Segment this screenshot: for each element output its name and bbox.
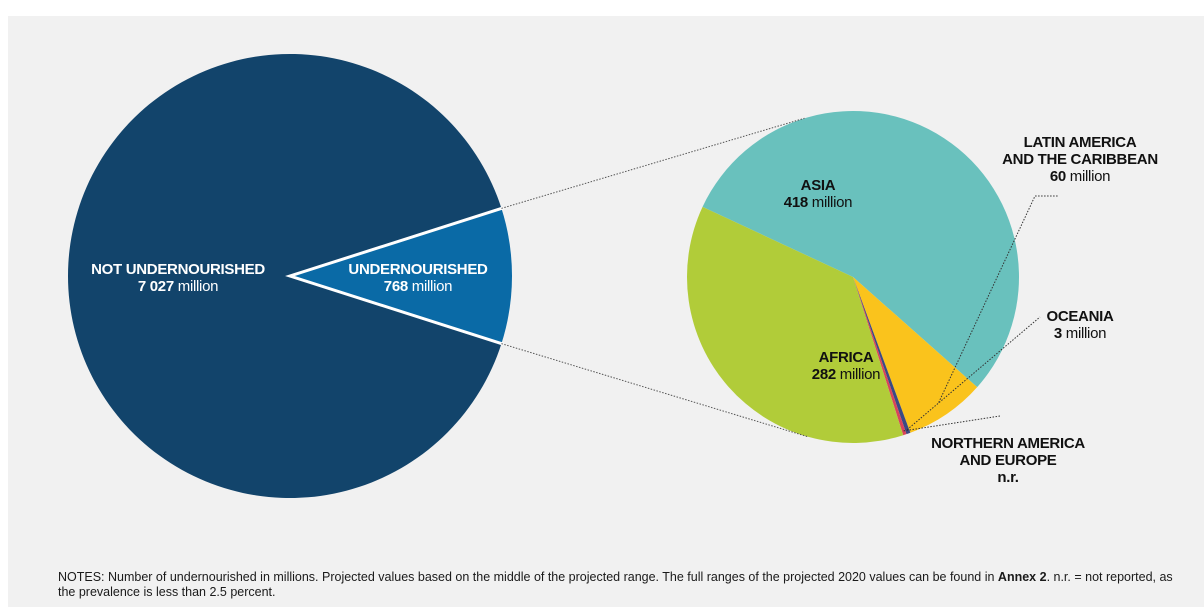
notes-prefix: NOTES: Number of undernourished in milli… xyxy=(58,570,998,584)
leader-line-northern-america-europe xyxy=(903,415,1001,432)
label-latin-america-and-the-caribbean-label: LATIN AMERICA AND THE CARIBBEAN 60 million xyxy=(1002,134,1158,185)
label-northern-america-and-europe-name-line: NORTHERN AMERICA xyxy=(931,435,1085,452)
slice-undernourished xyxy=(290,208,512,344)
slice-separator xyxy=(285,206,504,346)
slice-latin-america-and-the-caribbean xyxy=(853,277,978,433)
label-latin-america-and-the-caribbean-name-line: AND THE CARIBBEAN xyxy=(1002,151,1158,168)
label-latin-america-and-the-caribbean-name-line: LATIN AMERICA xyxy=(1024,134,1137,151)
label-not-undernourished-label: NOT UNDERNOURISHED 7 027 million xyxy=(91,261,265,295)
notes-annex: Annex 2 xyxy=(997,570,1047,584)
label-asia-label: ASIA 418 million xyxy=(784,177,852,211)
label-africa-value: 282 xyxy=(812,366,836,383)
label-undernourished-value: 768 xyxy=(384,278,408,295)
label-asia-name-line: ASIA xyxy=(801,177,836,194)
figure: NOT UNDERNOURISHED 7 027 million UNDERNOUR… xyxy=(8,16,1204,607)
pie-charts: NOT UNDERNOURISHED 7 027 millionUNDERNOUR… xyxy=(67,54,1158,499)
notes: NOTES: Number of undernourished in milli… xyxy=(58,570,1178,600)
label-undernourished-label: UNDERNOURISHED 768 million xyxy=(348,261,488,295)
label-northern-america-and-europe-name-line: AND EUROPE xyxy=(959,452,1056,469)
notes-suffix: . n.r. = not reported, as the prevalence… xyxy=(58,570,1173,599)
slice-asia xyxy=(702,111,1019,388)
label-oceania-name-line: OCEANIA xyxy=(1046,308,1114,325)
slice-oceania xyxy=(853,277,911,435)
label-africa-name-line: AFRICA xyxy=(819,349,874,366)
label-oceania-label: OCEANIA 3 million xyxy=(1046,308,1114,342)
label-latin-america-and-the-caribbean-unit: million xyxy=(1066,168,1110,185)
label-not-undernourished-value: 7 027 xyxy=(138,278,174,295)
label-undernourished-name-line: UNDERNOURISHED xyxy=(348,261,488,278)
connector-line-bottom xyxy=(501,343,808,438)
label-africa-label: AFRICA 282 million xyxy=(812,349,880,383)
label-not-undernourished-name-line: NOT UNDERNOURISHED xyxy=(91,261,265,278)
label-asia-value: 418 xyxy=(784,194,808,211)
label-northern-america-and-europe-label: NORTHERN AMERICA AND EUROPE n.r. xyxy=(931,435,1085,486)
label-asia-unit: million xyxy=(808,194,852,211)
leader-line-oceania xyxy=(906,316,1041,431)
label-northern-america-and-europe-value: n.r. xyxy=(997,469,1018,486)
label-not-undernourished-unit: million xyxy=(174,278,218,295)
label-oceania-value: 3 xyxy=(1054,325,1062,342)
leader-line-latin-america xyxy=(938,195,1058,403)
label-africa-unit: million xyxy=(836,366,880,383)
label-undernourished-unit: million xyxy=(408,278,452,295)
label-oceania-unit: million xyxy=(1062,325,1106,342)
slice-africa xyxy=(687,206,904,443)
slice-northern-america-and-europe xyxy=(853,277,907,436)
label-latin-america-and-the-caribbean-value: 60 xyxy=(1050,168,1066,185)
slice-not-undernourished xyxy=(67,54,502,499)
